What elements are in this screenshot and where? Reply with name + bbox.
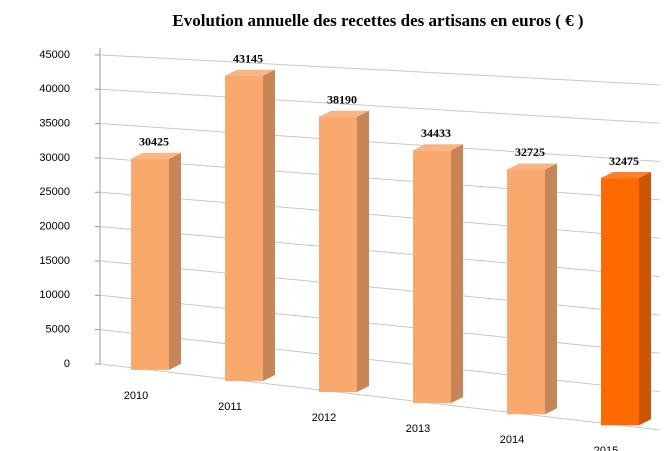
grid-line bbox=[99, 54, 661, 86]
bar bbox=[319, 116, 357, 393]
value-label: 43145 bbox=[233, 51, 263, 65]
grid-line bbox=[99, 123, 661, 163]
x-tick-label: 2013 bbox=[406, 423, 430, 435]
grid-line bbox=[99, 157, 661, 201]
x-tick-label: 2015 bbox=[594, 445, 618, 451]
chart-title: Evolution annuelle des recettes des arti… bbox=[172, 11, 583, 30]
x-tick-label: 2011 bbox=[218, 401, 242, 413]
bar-side bbox=[639, 172, 651, 426]
value-label: 38190 bbox=[327, 92, 357, 106]
y-tick-label: 45000 bbox=[39, 49, 70, 61]
grid-line bbox=[99, 88, 661, 124]
y-tick-label: 30000 bbox=[39, 152, 70, 164]
y-tick-label: 40000 bbox=[39, 83, 70, 95]
bar-top bbox=[413, 144, 463, 151]
value-label: 32475 bbox=[609, 154, 639, 168]
value-label: 30425 bbox=[139, 134, 169, 148]
x-tick-label: 2010 bbox=[124, 390, 148, 402]
grid-line bbox=[99, 226, 661, 278]
y-tick-label: 25000 bbox=[39, 186, 70, 198]
grid-line bbox=[99, 294, 661, 354]
grid-line bbox=[99, 191, 661, 239]
x-tick-label: 2014 bbox=[500, 434, 524, 446]
bar-side bbox=[545, 163, 557, 415]
y-tick-label: 35000 bbox=[39, 117, 70, 129]
y-tick-label: 15000 bbox=[39, 255, 70, 267]
x-tick-label: 2012 bbox=[312, 412, 336, 424]
bar-top bbox=[319, 110, 369, 117]
y-tick-label: 20000 bbox=[39, 221, 70, 233]
bar-top bbox=[131, 152, 181, 159]
value-label: 32725 bbox=[515, 145, 545, 159]
value-label: 34433 bbox=[421, 126, 451, 140]
bar-top bbox=[225, 69, 275, 76]
bar-side bbox=[263, 69, 275, 381]
bar bbox=[507, 169, 545, 415]
grid-line bbox=[99, 260, 661, 316]
bar-top bbox=[601, 172, 651, 179]
grid-line bbox=[99, 363, 661, 431]
bar bbox=[601, 178, 639, 426]
y-tick-label: 5000 bbox=[46, 324, 70, 336]
bar bbox=[225, 75, 263, 381]
bar-side bbox=[169, 152, 181, 370]
grid-line bbox=[99, 329, 661, 393]
bar bbox=[413, 150, 451, 404]
y-tick-label: 10000 bbox=[39, 289, 70, 301]
bar bbox=[131, 158, 169, 370]
bar-side bbox=[357, 110, 369, 393]
bar-top bbox=[507, 163, 557, 170]
y-tick-label: 0 bbox=[64, 358, 70, 370]
bar-side bbox=[451, 144, 463, 404]
